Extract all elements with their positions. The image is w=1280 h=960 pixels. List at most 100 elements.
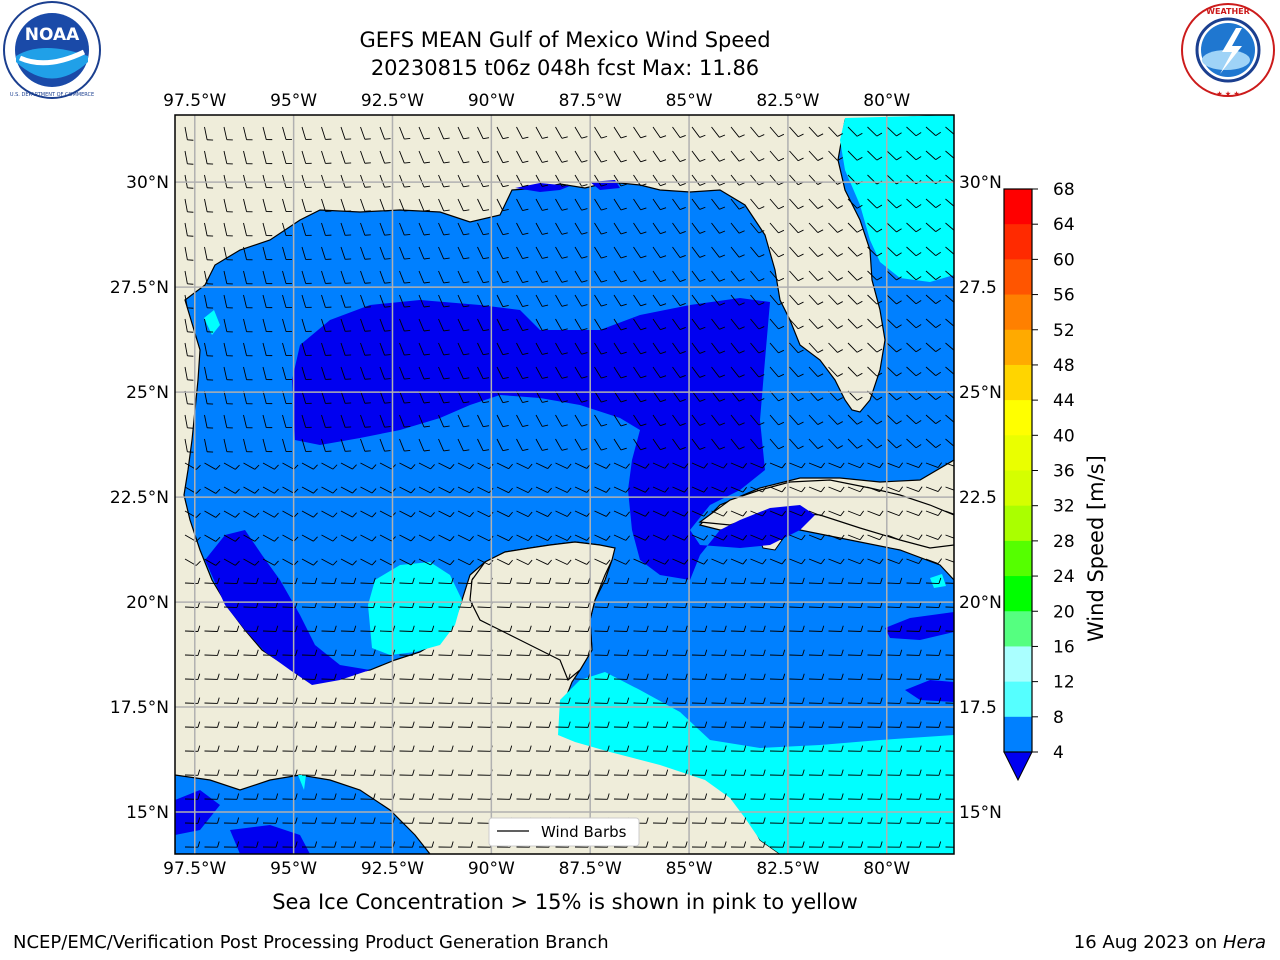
wind-barb: [340, 697, 357, 704]
strong-region-caribbean: [558, 672, 954, 854]
wind-barb: [438, 246, 450, 260]
wind-barb: [321, 462, 338, 470]
wind-barb: [906, 558, 923, 564]
wind-barb: [633, 438, 647, 451]
lat-label-right: 25°N: [959, 383, 1002, 403]
wind-barb: [672, 198, 686, 210]
wind-barb: [555, 270, 568, 283]
wind-barb: [574, 793, 591, 800]
wind-barb: [925, 558, 943, 564]
wind-barb: [789, 294, 804, 306]
wind-barb: [672, 649, 688, 656]
wind-barb: [867, 510, 884, 517]
wind-barb: [301, 817, 318, 824]
wind-barb: [496, 246, 509, 260]
wind-barb: [223, 510, 240, 518]
wind-barb: [808, 817, 825, 824]
wind-barb: [750, 294, 765, 306]
wind-barb: [516, 558, 533, 566]
wind-barb: [516, 390, 529, 403]
wind-barb: [301, 414, 312, 428]
wind-barb: [516, 793, 532, 800]
wind-barb: [613, 649, 630, 656]
wind-barb: [711, 342, 726, 354]
wind-barb: [438, 817, 454, 824]
wind-barb: [769, 769, 786, 776]
wind-barb: [204, 649, 220, 656]
wind-barb: [945, 558, 954, 563]
wind-barb: [243, 510, 260, 518]
wind-barb: [691, 438, 706, 450]
wind-barb: [301, 577, 318, 585]
wind-barb: [730, 625, 747, 632]
wind-barb: [321, 174, 332, 188]
lat-labels-right: 30°N 27.5 25°N 22.5 20°N 17.5 15°N: [959, 173, 1002, 823]
wind-barb: [418, 150, 430, 164]
wind-barb: [769, 270, 785, 282]
calm-region-cayman: [885, 612, 954, 702]
lon-label-top: 82.5°W: [756, 91, 819, 111]
wind-barb: [594, 198, 608, 211]
wind-barb: [925, 817, 942, 824]
wind-barb: [321, 510, 338, 518]
wind-barb: [379, 414, 391, 428]
wind-barb: [652, 534, 670, 541]
svg-text:NOAA: NOAA: [25, 25, 80, 45]
wind-barb: [886, 366, 902, 377]
colorbar-segment: [1004, 681, 1032, 718]
wind-barb: [360, 270, 371, 284]
colorbar-segment: [1004, 400, 1032, 436]
wind-barb: [594, 150, 608, 163]
wind-barb: [711, 414, 726, 426]
wind-barb: [555, 390, 568, 403]
wind-barb: [828, 769, 844, 776]
wind-barb: [925, 510, 943, 516]
wind-barb: [769, 673, 786, 680]
wind-barb: [691, 793, 708, 800]
wind-barb: [750, 697, 766, 704]
wind-barb: [555, 510, 572, 517]
wind-barb: [301, 294, 312, 308]
wind-barb: [847, 270, 863, 281]
wind-barb: [223, 270, 233, 285]
wind-barb: [769, 577, 786, 585]
wind-barb: [886, 769, 903, 776]
wind-barb: [243, 486, 260, 494]
wind-barb: [535, 793, 552, 800]
wind-barb: [750, 222, 765, 234]
wind-barb: [925, 745, 942, 752]
wind-barb: [886, 697, 903, 704]
wind-barb: [711, 577, 727, 585]
wind-barb: [535, 486, 552, 493]
wind-barb: [711, 150, 726, 162]
wind-barb: [496, 673, 513, 680]
wind-barb: [184, 150, 194, 165]
wind-barb: [925, 577, 942, 585]
wind-barb: [594, 697, 610, 704]
wind-barb: [321, 817, 337, 824]
wind-barb: [496, 318, 509, 332]
wind-barb: [243, 438, 253, 453]
wind-barb: [750, 510, 767, 517]
wind-barb: [379, 342, 391, 356]
wind-barb: [886, 150, 902, 161]
wind-barb: [301, 126, 312, 140]
wind-barb: [691, 577, 708, 585]
wind-barb: [847, 462, 865, 469]
wind-barb: [496, 577, 513, 585]
wind-barb: [223, 294, 233, 309]
wind-barb: [535, 534, 552, 541]
wind-barb: [613, 318, 627, 331]
wind-barb: [184, 318, 194, 333]
wind-barb: [769, 318, 785, 330]
wind-barb: [867, 817, 883, 824]
wind-barb: [535, 126, 549, 139]
wind-barb: [418, 246, 430, 260]
wind-barb: [379, 390, 391, 404]
wind-barb: [769, 697, 786, 704]
wind-barb: [691, 318, 706, 330]
wind-barb: [906, 673, 922, 680]
lon-label-bottom: 82.5°W: [756, 859, 819, 879]
wind-barb: [535, 510, 552, 517]
wind-barb: [457, 769, 474, 776]
